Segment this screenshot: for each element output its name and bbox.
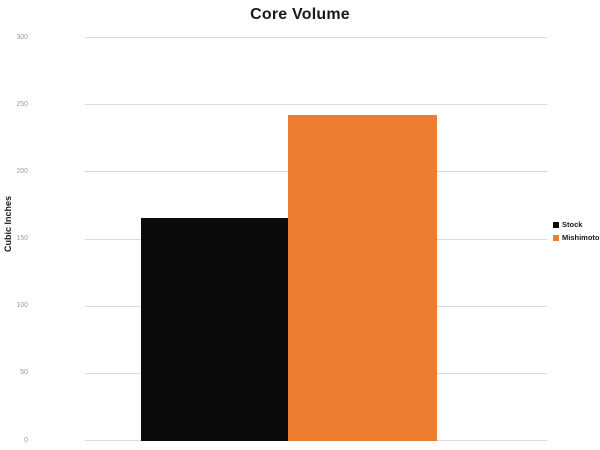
legend-item-stock: Stock <box>553 220 600 229</box>
y-tick-label-100: 100 <box>16 302 28 310</box>
chart-title: Core Volume <box>250 6 350 23</box>
legend-swatch-stock <box>553 221 559 228</box>
y-tick-label-200: 200 <box>16 167 28 175</box>
legend: Stock Mishimoto <box>553 220 600 242</box>
bar-mishimoto <box>288 114 437 441</box>
y-tick-label-150: 150 <box>16 235 28 242</box>
gridline-y-250 <box>85 104 547 106</box>
gridline-y-300 <box>85 37 547 38</box>
legend-label-stock: Stock <box>562 220 583 229</box>
legend-item-mishimoto: Mishimoto <box>553 233 600 242</box>
y-tick-label-50: 50 <box>20 369 28 377</box>
plot-area <box>85 37 547 441</box>
legend-label-mishimoto: Mishimoto <box>562 233 600 242</box>
y-tick-label-250: 250 <box>16 100 28 108</box>
bar-stock <box>141 218 288 441</box>
legend-swatch-mishimoto <box>553 234 559 241</box>
y-tick-label-0: 0 <box>24 436 28 444</box>
y-axis-label: Cubic Inches <box>3 196 13 253</box>
y-tick-label-300: 300 <box>16 33 28 41</box>
